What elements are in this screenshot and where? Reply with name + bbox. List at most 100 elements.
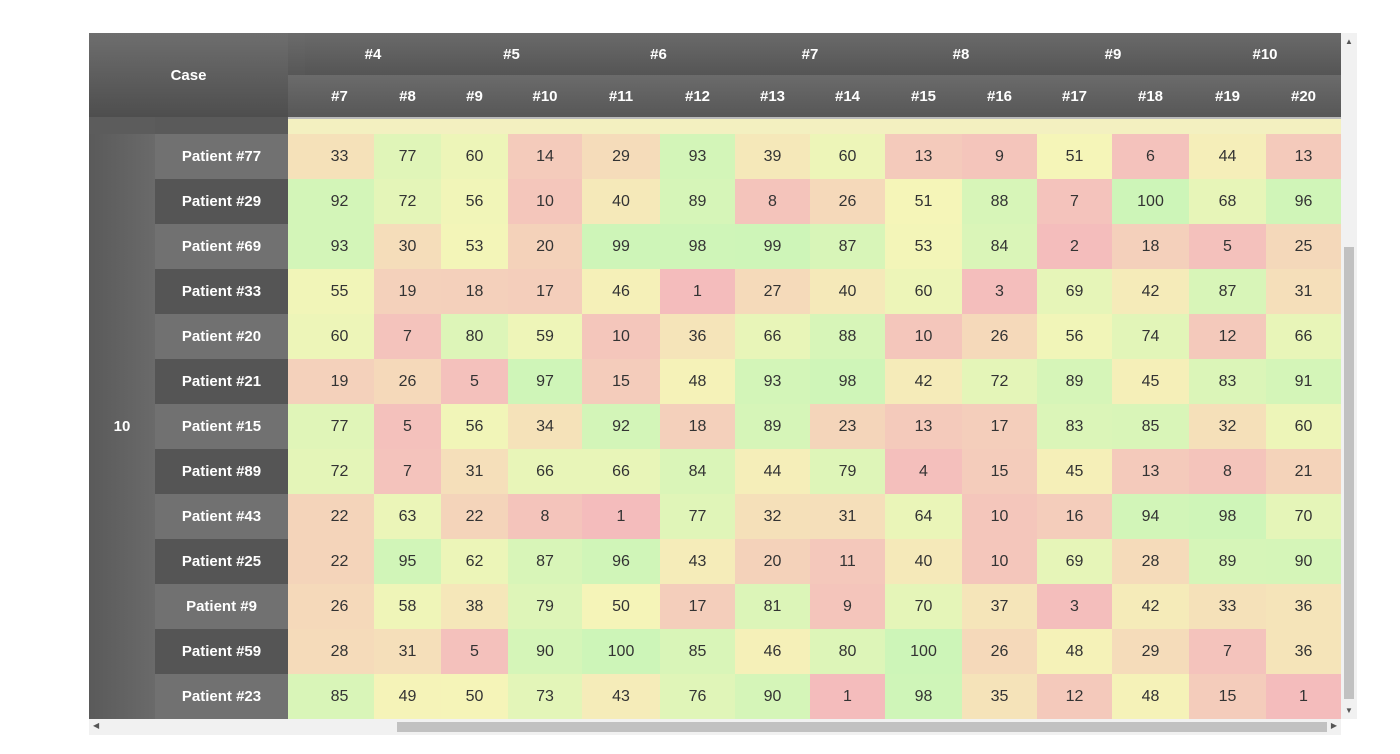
- value-cell: 6: [1112, 134, 1189, 179]
- value-cell: 77: [374, 134, 441, 179]
- value-cell: 34: [508, 404, 582, 449]
- value-cell: 76: [660, 674, 735, 719]
- value-cell: 23: [810, 404, 885, 449]
- value-cell: 46: [735, 629, 810, 674]
- value-cell: 40: [582, 179, 660, 224]
- horizontal-scrollbar[interactable]: ◀ ▶: [89, 719, 1341, 735]
- value-cell: 69: [1037, 539, 1112, 584]
- value-cell: 80: [441, 314, 508, 359]
- value-cell: 72: [962, 359, 1037, 404]
- column-header: #20: [1266, 75, 1341, 117]
- value-cell: 1: [810, 674, 885, 719]
- value-cell: 93: [735, 359, 810, 404]
- value-cell: 13: [1266, 134, 1341, 179]
- value-cell: 11: [810, 539, 885, 584]
- value-cell: 60: [810, 134, 885, 179]
- value-cell: 92: [582, 404, 660, 449]
- value-cell: 89: [1037, 359, 1112, 404]
- partial-cell: [288, 404, 305, 449]
- value-cell: 29: [1112, 629, 1189, 674]
- value-cell: 98: [810, 359, 885, 404]
- column-header: #9: [441, 75, 508, 117]
- value-cell: 63: [374, 494, 441, 539]
- column-header: #14: [810, 75, 885, 117]
- value-cell: 70: [885, 584, 962, 629]
- value-cell: 5: [441, 629, 508, 674]
- value-cell: 3: [962, 269, 1037, 314]
- value-cell: 90: [735, 674, 810, 719]
- row-name: Patient #29: [155, 179, 288, 224]
- value-cell: 9: [962, 134, 1037, 179]
- value-cell: 88: [962, 179, 1037, 224]
- value-cell: 26: [810, 179, 885, 224]
- value-cell: 79: [810, 449, 885, 494]
- group-header: #10: [1189, 33, 1341, 75]
- row-name: Patient #59: [155, 629, 288, 674]
- value-cell: 48: [1112, 674, 1189, 719]
- value-cell: 40: [885, 539, 962, 584]
- value-cell: 15: [962, 449, 1037, 494]
- value-cell: 89: [660, 179, 735, 224]
- partial-cell: [288, 134, 305, 179]
- value-cell: 36: [1266, 629, 1341, 674]
- header-band: [288, 75, 305, 117]
- value-cell: 37: [962, 584, 1037, 629]
- value-cell: 26: [374, 359, 441, 404]
- value-cell: 5: [1189, 224, 1266, 269]
- value-cell: 44: [1189, 134, 1266, 179]
- partial-cell: [288, 494, 305, 539]
- value-cell: 80: [810, 629, 885, 674]
- value-cell: 60: [1266, 404, 1341, 449]
- value-cell: 58: [374, 584, 441, 629]
- vertical-scrollbar[interactable]: ▲ ▼: [1341, 33, 1357, 719]
- value-cell: 10: [962, 539, 1037, 584]
- value-cell: 66: [1266, 314, 1341, 359]
- group-header: #7: [735, 33, 885, 75]
- value-cell: 66: [508, 449, 582, 494]
- value-cell: 33: [1189, 584, 1266, 629]
- value-cell: 87: [508, 539, 582, 584]
- value-cell: 25: [1266, 224, 1341, 269]
- value-cell: 28: [305, 629, 374, 674]
- value-cell: 51: [885, 179, 962, 224]
- row-name: Patient #15: [155, 404, 288, 449]
- value-cell: 44: [735, 449, 810, 494]
- value-cell: 13: [1112, 449, 1189, 494]
- value-cell: 27: [735, 269, 810, 314]
- value-cell: 49: [374, 674, 441, 719]
- value-cell: 66: [582, 449, 660, 494]
- value-cell: 35: [962, 674, 1037, 719]
- value-cell: 56: [1037, 314, 1112, 359]
- value-cell: 7: [374, 314, 441, 359]
- row-name: Patient #21: [155, 359, 288, 404]
- column-header: #18: [1112, 75, 1189, 117]
- value-cell: 9: [810, 584, 885, 629]
- value-cell: 32: [1189, 404, 1266, 449]
- value-cell: 89: [1189, 539, 1266, 584]
- value-cell: 84: [660, 449, 735, 494]
- value-cell: 22: [305, 494, 374, 539]
- value-cell: 17: [962, 404, 1037, 449]
- value-cell: 18: [660, 404, 735, 449]
- value-cell: 31: [1266, 269, 1341, 314]
- value-cell: 62: [441, 539, 508, 584]
- value-cell: 90: [508, 629, 582, 674]
- value-cell: 1: [660, 269, 735, 314]
- value-cell: 18: [441, 269, 508, 314]
- value-cell: 85: [660, 629, 735, 674]
- value-cell: 53: [441, 224, 508, 269]
- value-cell: 87: [810, 224, 885, 269]
- value-cell: 85: [305, 674, 374, 719]
- value-cell: 28: [1112, 539, 1189, 584]
- partial-cell: [288, 584, 305, 629]
- value-cell: 7: [1189, 629, 1266, 674]
- value-cell: 36: [1266, 584, 1341, 629]
- value-cell: 93: [305, 224, 374, 269]
- value-cell: 33: [305, 134, 374, 179]
- value-cell: 32: [735, 494, 810, 539]
- value-cell: 19: [374, 269, 441, 314]
- value-cell: 60: [885, 269, 962, 314]
- value-cell: 51: [1037, 134, 1112, 179]
- value-cell: 56: [441, 404, 508, 449]
- partial-row-group: [89, 117, 155, 134]
